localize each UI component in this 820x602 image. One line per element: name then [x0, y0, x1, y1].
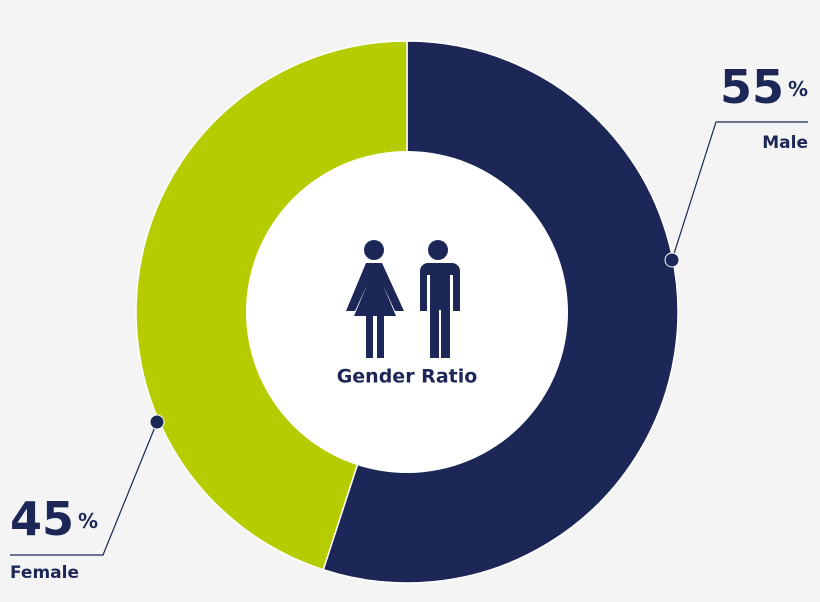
category-label: Male — [762, 133, 808, 153]
callout-line — [671, 121, 808, 261]
donut-hole — [246, 151, 568, 473]
callout-dot — [149, 414, 165, 430]
value-label: 45% — [10, 492, 98, 546]
callout-line — [10, 421, 158, 556]
gender-icon — [346, 240, 460, 358]
callout-dot — [664, 252, 680, 268]
category-label: Female — [10, 563, 79, 583]
chart-title: Gender Ratio — [337, 366, 478, 388]
value-label: 55% — [720, 60, 808, 114]
